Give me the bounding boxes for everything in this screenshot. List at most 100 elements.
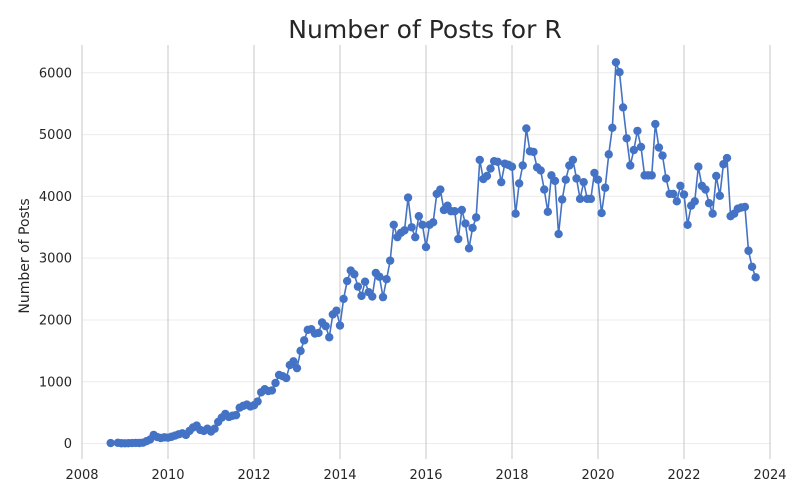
data-point [715, 191, 725, 200]
y-tick-label: 4000 [39, 190, 72, 205]
data-point [368, 292, 377, 301]
data-point [722, 153, 732, 163]
data-point [543, 207, 553, 217]
y-tick-label: 5000 [39, 128, 72, 143]
data-point [676, 181, 685, 191]
data-point [210, 424, 219, 433]
data-point [597, 208, 606, 218]
data-point [661, 174, 671, 183]
data-point [719, 160, 728, 169]
data-point [335, 321, 345, 330]
series-line [110, 61, 757, 445]
data-point [378, 292, 388, 302]
data-point [654, 143, 664, 152]
x-tick-label: 2012 [237, 468, 270, 483]
y-tick-label: 2000 [39, 313, 72, 328]
data-point [436, 185, 445, 194]
data-point [575, 194, 585, 204]
data-point [353, 282, 363, 291]
data-point [507, 162, 517, 171]
data-point [267, 386, 277, 395]
data-point [450, 207, 459, 216]
data-point [561, 175, 570, 184]
data-point [747, 262, 757, 272]
data-point [421, 242, 431, 252]
data-point [414, 211, 424, 221]
data-point [536, 166, 545, 175]
x-tick-label: 2008 [65, 468, 98, 483]
data-point [611, 58, 621, 67]
data-point [557, 195, 567, 204]
data-point [744, 246, 753, 255]
data-point [586, 194, 596, 204]
x-tick-label: 2018 [495, 468, 528, 483]
data-point [529, 147, 538, 157]
y-tick-label: 1000 [39, 375, 72, 390]
data-point [694, 162, 703, 171]
data-point [299, 336, 309, 345]
data-point [339, 294, 348, 304]
data-point [375, 272, 384, 281]
data-point [428, 218, 438, 227]
data-point [550, 176, 560, 186]
data-point [231, 410, 241, 420]
data-point [647, 171, 656, 180]
data-point [454, 234, 463, 244]
data-point [493, 157, 502, 166]
data-point [522, 124, 531, 133]
data-point [568, 155, 578, 165]
data-point [418, 220, 427, 230]
data-point [633, 126, 642, 136]
data-point [690, 197, 699, 206]
tick-labels: 0 1000 2000 3000 4000 5000 6000 2008 2010 2012 201… [39, 66, 787, 483]
data-point [389, 220, 398, 230]
data-point [636, 142, 646, 152]
data-point [475, 155, 484, 165]
y-tick-label: 6000 [39, 66, 72, 81]
data-point [106, 438, 115, 448]
data-point [518, 161, 527, 170]
data-point [593, 175, 603, 184]
data-point [669, 189, 678, 199]
data-point [357, 291, 366, 301]
x-tick-label: 2024 [753, 468, 786, 483]
data-point [360, 277, 370, 286]
data-point [468, 223, 477, 233]
data-point [407, 223, 416, 232]
x-tick-label: 2022 [667, 468, 700, 483]
data-point [590, 168, 599, 178]
data-point [708, 209, 717, 218]
data-point [314, 328, 323, 338]
data-point [464, 244, 474, 253]
data-point [740, 202, 750, 212]
data-point [514, 179, 524, 188]
data-point [403, 193, 413, 202]
data-point [572, 174, 581, 183]
data-point [321, 321, 330, 331]
data-point [672, 197, 682, 206]
data-point [282, 373, 291, 383]
data-point [382, 274, 391, 284]
data-point [253, 397, 262, 406]
y-tick-label: 3000 [39, 252, 72, 267]
data-point [629, 145, 639, 155]
data-point [332, 306, 341, 315]
data-point [292, 363, 302, 373]
data-point [622, 134, 631, 143]
data-point [751, 273, 760, 282]
data-point [604, 150, 613, 159]
data-point [457, 205, 467, 215]
data-point [712, 171, 721, 181]
data-point [618, 103, 628, 112]
data-point [411, 232, 420, 242]
data-point [400, 226, 409, 235]
series-r-posts [106, 58, 760, 448]
data-point [385, 256, 395, 265]
data-point [651, 119, 660, 129]
data-point [600, 183, 610, 192]
data-point [325, 333, 334, 342]
data-point [626, 161, 635, 170]
data-point [350, 270, 359, 279]
data-point [579, 177, 588, 187]
data-point [658, 151, 667, 160]
